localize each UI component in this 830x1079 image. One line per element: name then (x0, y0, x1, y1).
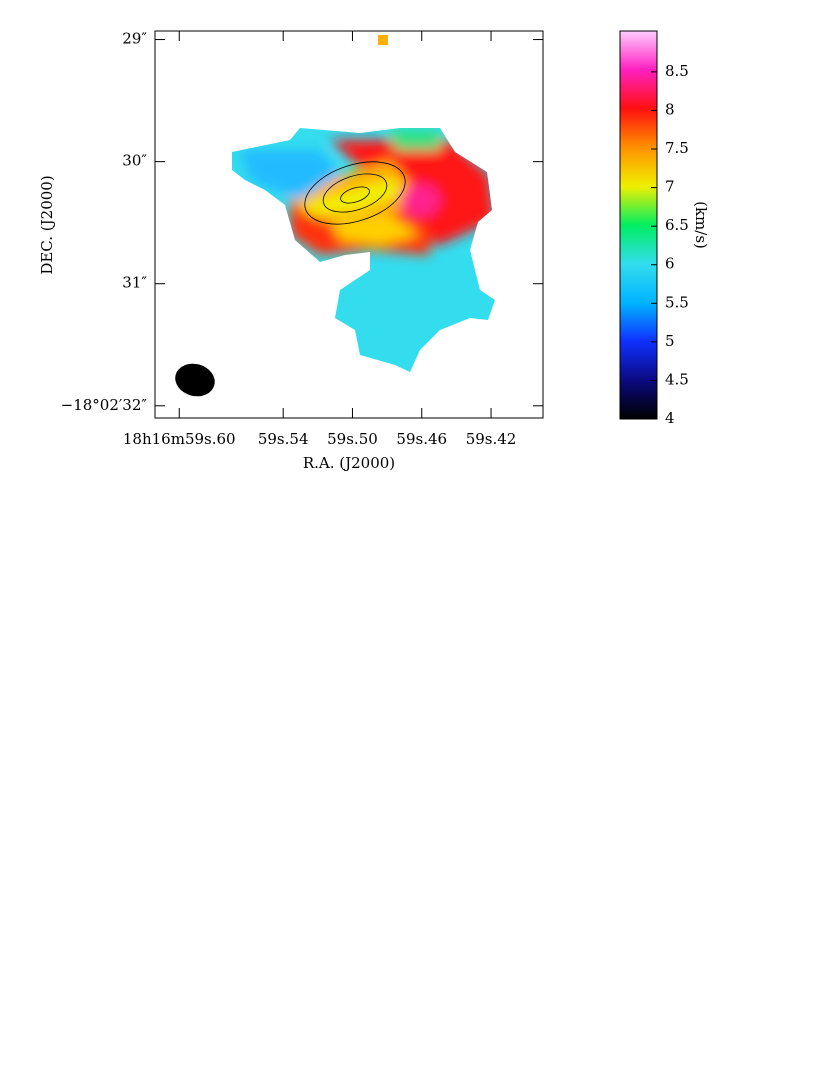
y-tick-label: 29″ (122, 30, 147, 48)
colorbar-tick-label: 8 (665, 100, 675, 118)
y-tick-label: −18°02′32″ (61, 396, 148, 414)
colorbar-tick-label: 7 (665, 178, 675, 196)
colorbar-tick-label: 5.5 (665, 293, 689, 311)
colorbar-tick-label: 6 (665, 255, 675, 273)
colorbar-tick-label: 6.5 (665, 216, 689, 234)
x-tick-label: 59s.54 (258, 430, 309, 448)
colorbar-tick-label: 4.5 (665, 370, 689, 388)
x-axis-label: R.A. (J2000) (303, 454, 395, 472)
x-tick-label: 59s.50 (327, 430, 378, 448)
colorbar-tick-label: 7.5 (665, 139, 689, 157)
colorbar-tick-label: 4 (665, 409, 675, 427)
y-axis-label: DEC. (J2000) (38, 175, 56, 274)
velocity-map (175, 35, 495, 397)
y-tick-label: 31″ (122, 274, 147, 292)
colorbar (619, 30, 658, 420)
colorbar-label: (km/s) (692, 201, 710, 249)
plot-frame (154, 30, 544, 419)
colorbar-tick-label: 5 (665, 332, 675, 350)
x-tick-label: 18h16m59s.60 (123, 430, 236, 448)
x-tick-label: 59s.46 (396, 430, 447, 448)
colorbar-tick-label: 8.5 (665, 62, 689, 80)
y-tick-label: 30″ (122, 152, 147, 170)
x-tick-label: 59s.42 (466, 430, 517, 448)
